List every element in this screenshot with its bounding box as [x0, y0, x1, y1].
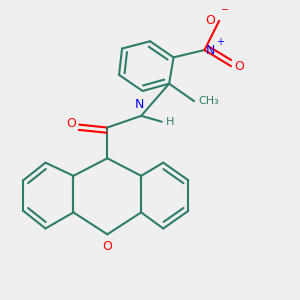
Text: +: +: [216, 37, 224, 47]
Text: O: O: [102, 240, 112, 253]
Text: N: N: [135, 98, 144, 111]
Text: O: O: [66, 117, 76, 130]
Text: O: O: [205, 14, 215, 27]
Text: N: N: [206, 44, 215, 56]
Text: −: −: [221, 5, 229, 15]
Text: CH₃: CH₃: [199, 96, 219, 106]
Text: O: O: [235, 60, 244, 73]
Text: H: H: [166, 117, 175, 127]
